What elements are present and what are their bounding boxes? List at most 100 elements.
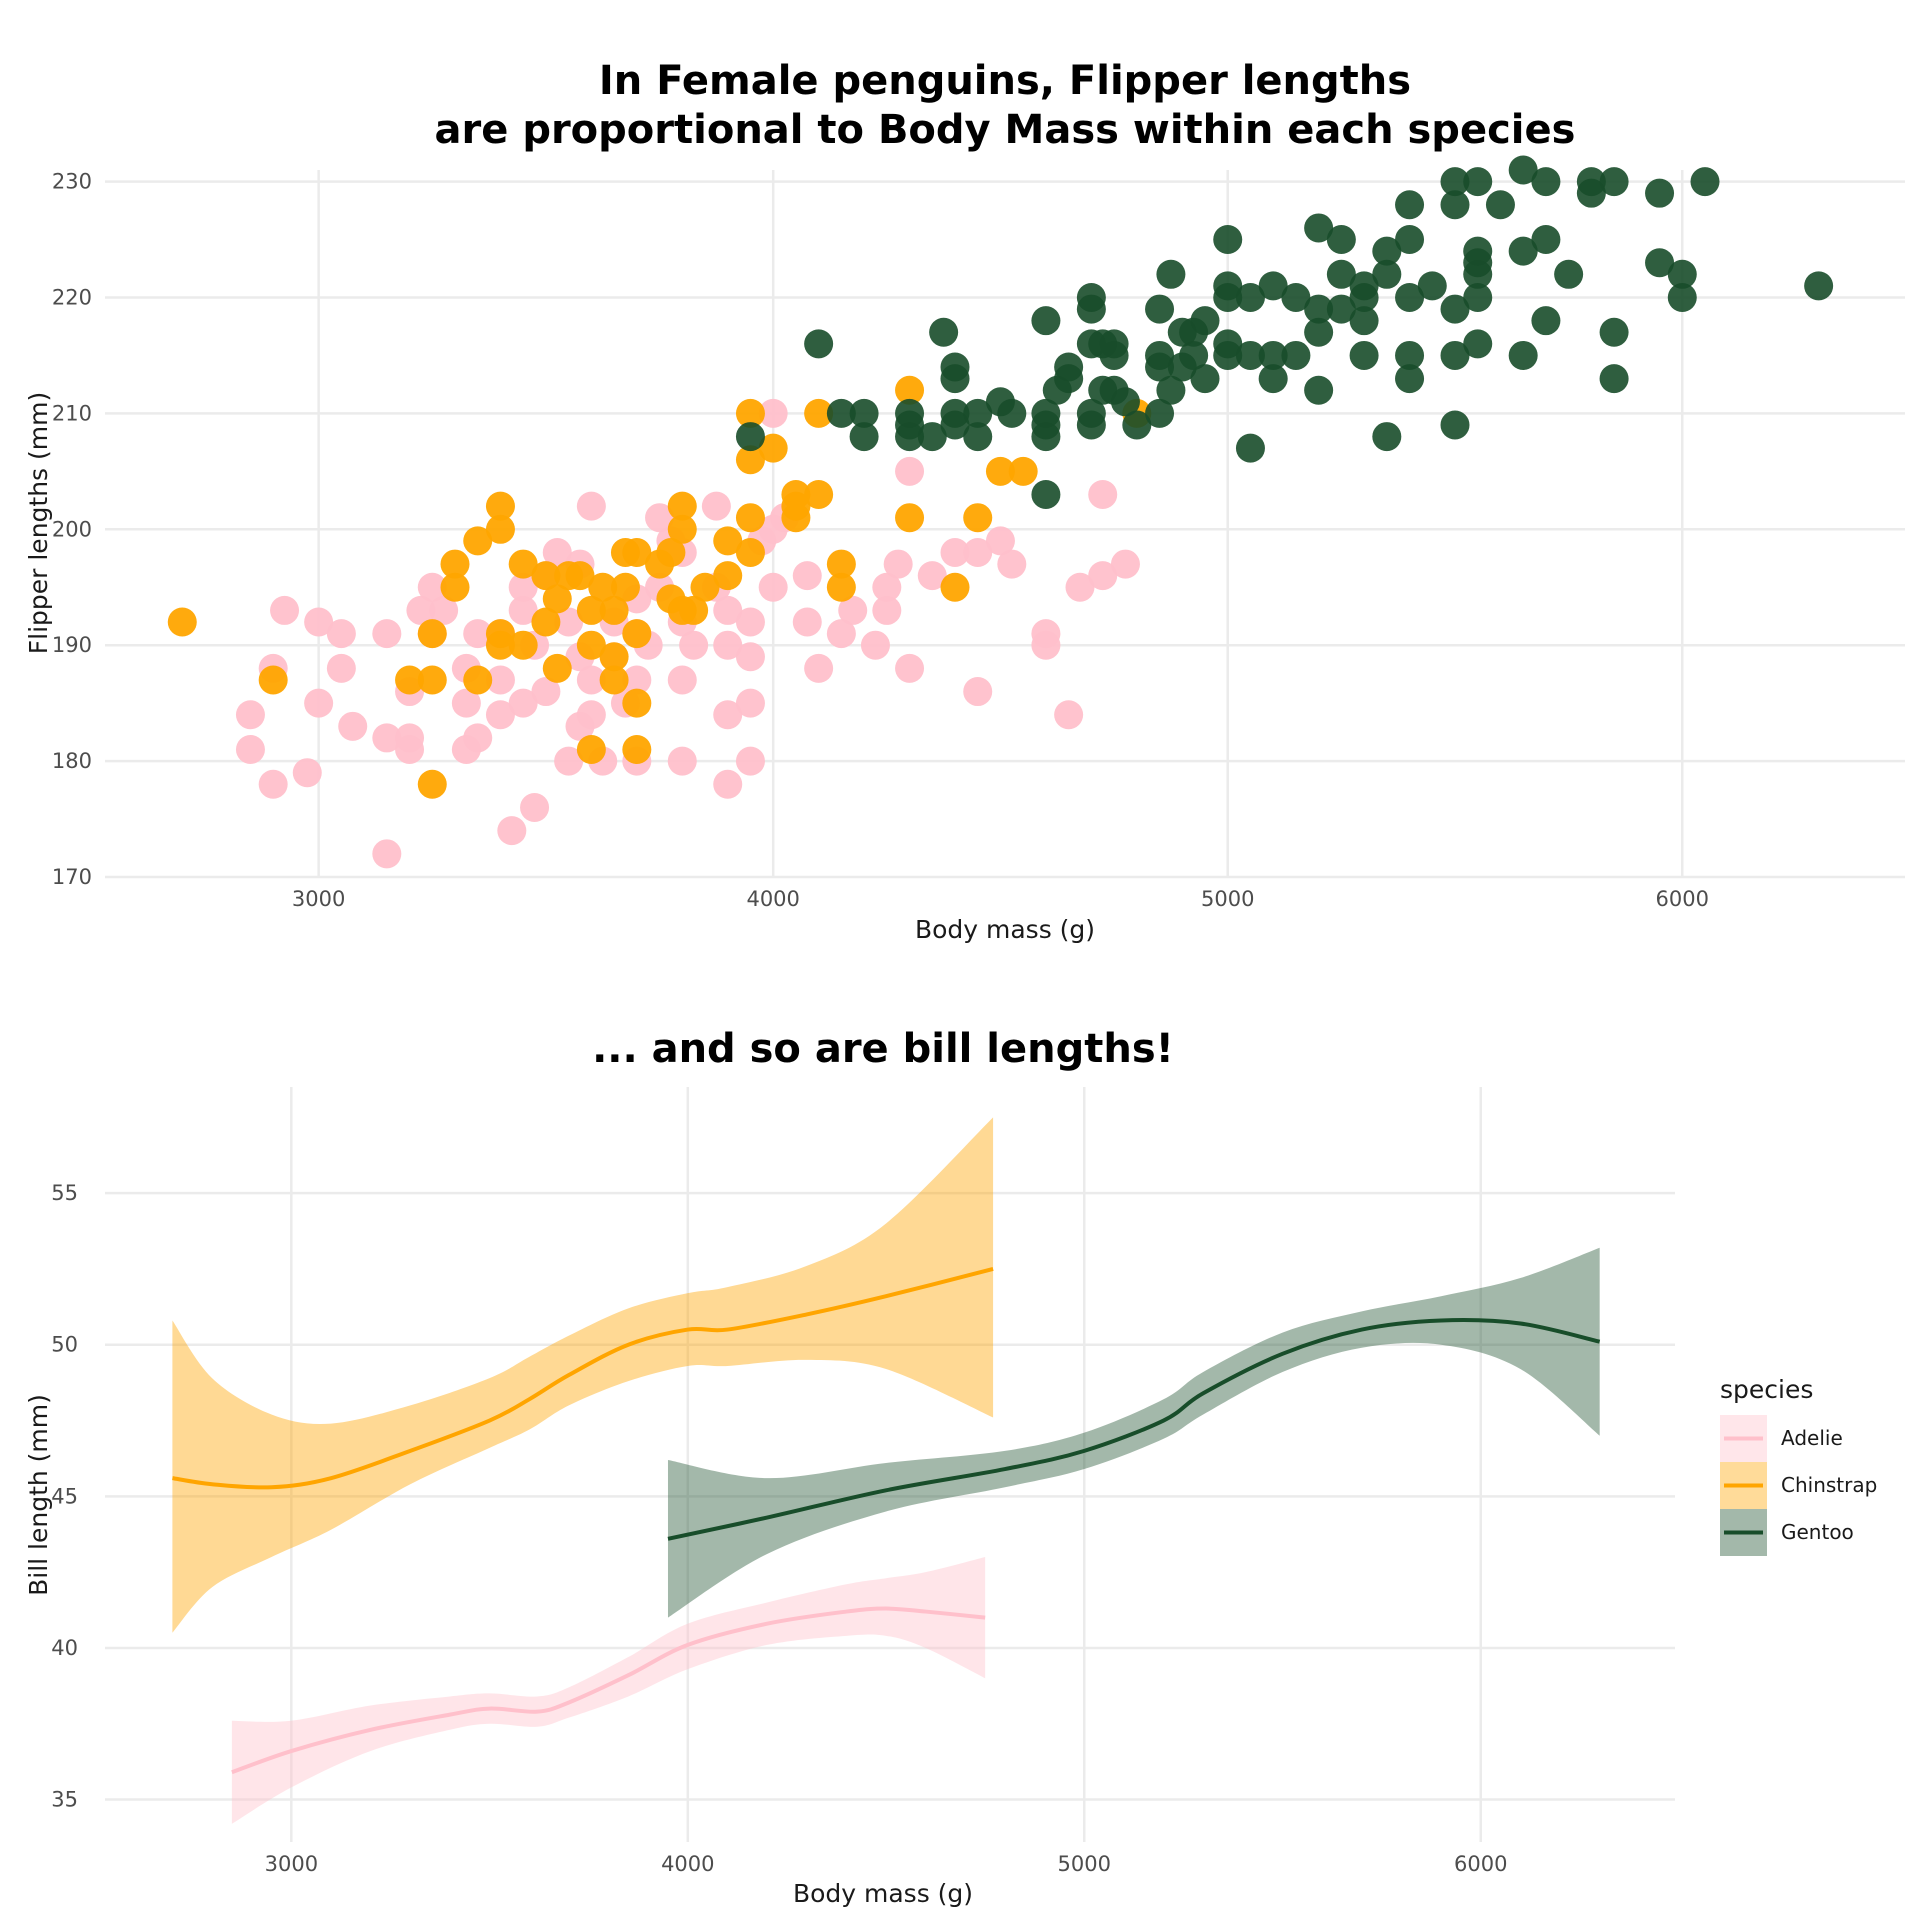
point-chinstrap xyxy=(576,735,606,765)
point-chinstrap xyxy=(735,537,765,567)
panel1-gridlines xyxy=(105,170,1905,879)
point-adelie xyxy=(1110,549,1140,579)
point-adelie xyxy=(713,630,743,660)
panel1-y-tick-label: 210 xyxy=(52,401,92,425)
point-gentoo xyxy=(1531,225,1561,255)
point-gentoo xyxy=(1190,364,1220,394)
panel2-x-tick-labels: 3000 4000 5000 6000 xyxy=(265,1852,1508,1876)
point-adelie xyxy=(395,723,425,753)
point-adelie xyxy=(872,595,902,625)
panel1-x-tick-label: 4000 xyxy=(746,887,799,911)
point-gentoo xyxy=(940,352,970,382)
point-gentoo xyxy=(1804,271,1834,301)
point-gentoo xyxy=(1349,340,1379,370)
point-gentoo xyxy=(1326,259,1356,289)
point-gentoo xyxy=(1076,282,1106,312)
point-chinstrap xyxy=(258,665,288,695)
point-adelie xyxy=(508,572,538,602)
point-adelie xyxy=(1088,480,1118,510)
point-chinstrap xyxy=(622,688,652,718)
point-gentoo xyxy=(1235,340,1265,370)
point-adelie xyxy=(622,665,652,695)
point-chinstrap xyxy=(599,665,629,695)
point-adelie xyxy=(667,746,697,776)
point-gentoo xyxy=(1599,317,1629,347)
point-adelie xyxy=(917,561,947,591)
point-gentoo xyxy=(963,398,993,428)
panel2-x-tick-label: 6000 xyxy=(1454,1852,1507,1876)
point-gentoo xyxy=(849,398,879,428)
point-gentoo xyxy=(1463,236,1493,266)
point-adelie xyxy=(860,630,890,660)
point-adelie xyxy=(838,595,868,625)
legend-items: Adelie Chinstrap Gentoo xyxy=(1720,1415,1877,1556)
point-gentoo xyxy=(1190,306,1220,336)
point-gentoo xyxy=(963,422,993,452)
panel1-x-tick-label: 6000 xyxy=(1656,887,1709,911)
point-gentoo xyxy=(1031,306,1061,336)
point-adelie xyxy=(963,677,993,707)
point-gentoo xyxy=(1372,236,1402,266)
point-chinstrap xyxy=(599,595,629,625)
point-gentoo xyxy=(1508,155,1538,185)
point-adelie xyxy=(997,549,1027,579)
point-chinstrap xyxy=(463,665,493,695)
point-chinstrap xyxy=(690,572,720,602)
panel1-x-tick-labels: 3000 4000 5000 6000 xyxy=(292,887,1709,911)
point-chinstrap xyxy=(485,514,515,544)
point-gentoo xyxy=(997,398,1027,428)
point-gentoo xyxy=(895,398,925,428)
point-gentoo xyxy=(1213,271,1243,301)
point-gentoo xyxy=(1440,190,1470,220)
point-chinstrap xyxy=(985,456,1015,486)
point-adelie xyxy=(304,607,334,637)
point-gentoo xyxy=(1508,236,1538,266)
point-gentoo xyxy=(929,317,959,347)
point-adelie xyxy=(895,456,925,486)
point-gentoo xyxy=(1463,329,1493,359)
point-gentoo xyxy=(1667,259,1697,289)
point-adelie xyxy=(735,688,765,718)
point-gentoo xyxy=(1395,282,1425,312)
point-gentoo xyxy=(1395,364,1425,394)
panel1-y-axis-title: Flipper lengths (mm) xyxy=(24,392,53,655)
legend-item-gentoo: Gentoo xyxy=(1720,1509,1854,1556)
point-chinstrap xyxy=(554,561,584,591)
point-adelie xyxy=(372,723,402,753)
point-gentoo xyxy=(1304,375,1334,405)
point-adelie xyxy=(406,595,436,625)
point-adelie xyxy=(508,595,538,625)
panel2-x-axis-title: Body mass (g) xyxy=(793,1879,973,1908)
point-gentoo xyxy=(1304,317,1334,347)
point-chinstrap xyxy=(735,398,765,428)
point-gentoo xyxy=(1213,225,1243,255)
panel2-gridlines xyxy=(105,1087,1675,1842)
point-adelie xyxy=(826,619,856,649)
point-chinstrap xyxy=(610,572,640,602)
point-adelie xyxy=(1031,619,1061,649)
point-adelie xyxy=(531,677,561,707)
point-adelie xyxy=(463,619,493,649)
point-adelie xyxy=(758,572,788,602)
point-adelie xyxy=(576,700,606,730)
point-gentoo xyxy=(1076,398,1106,428)
legend: species Adelie Chinstrap Gentoo xyxy=(1720,1375,1877,1556)
bill-length-smooth-panel: ... and so are bill lengths! 3000 4000 500… xyxy=(24,1026,1877,1908)
point-gentoo xyxy=(1463,282,1493,312)
point-gentoo xyxy=(1258,271,1288,301)
point-chinstrap xyxy=(531,607,561,637)
point-adelie xyxy=(326,619,356,649)
point-gentoo xyxy=(1099,329,1129,359)
point-gentoo xyxy=(1395,340,1425,370)
point-chinstrap xyxy=(656,537,686,567)
point-gentoo xyxy=(1349,271,1379,301)
point-chinstrap xyxy=(599,642,629,672)
panel2-y-tick-labels: 35 40 45 50 55 xyxy=(51,1181,78,1811)
line-gentoo xyxy=(667,1318,1601,1541)
point-adelie xyxy=(1088,561,1118,591)
panel2-y-axis-title: Bill length (mm) xyxy=(24,1394,53,1596)
panel2-title: ... and so are bill lengths! xyxy=(592,1026,1174,1072)
point-adelie xyxy=(645,503,675,533)
point-adelie xyxy=(758,398,788,428)
point-gentoo xyxy=(1258,364,1288,394)
